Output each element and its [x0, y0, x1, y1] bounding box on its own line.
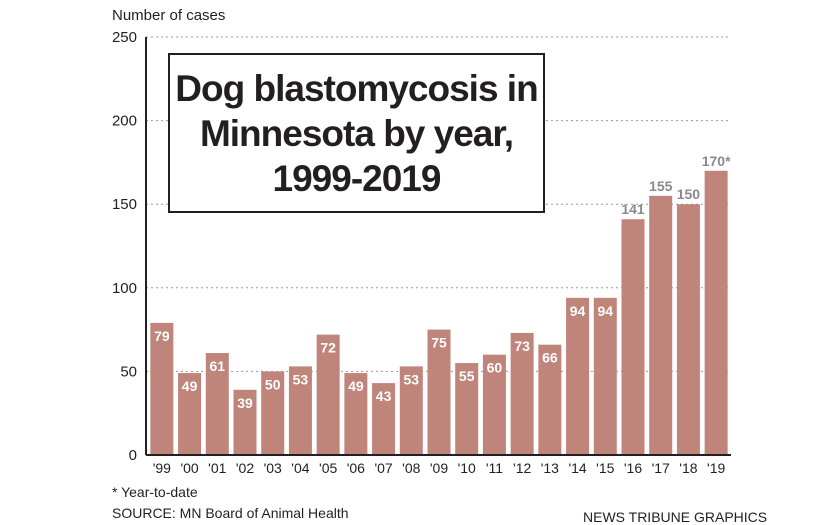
value-label: 55: [459, 368, 475, 384]
value-label: 66: [542, 350, 558, 366]
footnote: * Year-to-date: [112, 484, 198, 500]
bar: [510, 332, 534, 455]
value-label: 49: [182, 378, 198, 394]
y-tick-labels: 0 50 100 150 200 250: [112, 29, 137, 464]
value-label: 94: [570, 303, 586, 319]
bar: [621, 219, 645, 455]
value-label: 75: [431, 335, 447, 351]
x-tick-label: '10: [458, 460, 476, 476]
y-tick-label: 200: [112, 113, 137, 130]
x-tick-label: '00: [180, 460, 198, 476]
bar: [233, 389, 257, 455]
bar: [427, 329, 451, 455]
y-tick-label: 0: [129, 447, 137, 464]
value-label: 155: [649, 178, 673, 194]
chart-title: Dog blastomycosis in Minnesota by year, …: [175, 67, 538, 199]
x-tick-label: '19: [707, 460, 725, 476]
value-label: 141: [621, 201, 645, 217]
bar: [150, 322, 174, 455]
bar: [482, 354, 506, 455]
value-label: 79: [154, 328, 170, 344]
x-tick-label: '12: [513, 460, 531, 476]
bar: [205, 353, 229, 455]
x-tick-label: '08: [402, 460, 420, 476]
x-tick-label: '16: [624, 460, 642, 476]
y-tick-label: 150: [112, 196, 137, 213]
value-label: 150: [677, 186, 701, 202]
y-tick-label: 50: [120, 363, 137, 380]
x-tick-label: '15: [596, 460, 614, 476]
bar: [261, 371, 285, 455]
x-tick-label: '07: [374, 460, 392, 476]
x-tick-label: '17: [652, 460, 670, 476]
bar: [566, 297, 590, 455]
bar: [372, 383, 396, 455]
bars: [150, 170, 728, 455]
bar: [649, 195, 673, 455]
bar: [676, 204, 700, 455]
value-label: 50: [265, 376, 281, 392]
x-tick-label: '11: [486, 460, 503, 476]
bar: [538, 344, 562, 455]
value-label: 72: [320, 340, 336, 356]
y-tick-label: 250: [112, 29, 137, 46]
bar: [704, 170, 728, 455]
bar: [316, 334, 340, 455]
source-note: SOURCE: MN Board of Animal Health: [112, 505, 349, 521]
value-label: 53: [403, 371, 419, 387]
value-labels: 79 49 61 39 50 53 72 49 43 53 75 55 60 73 66 94 94 141155…: [154, 153, 731, 411]
value-label: 43: [376, 388, 392, 404]
y-axis-label: Number of cases: [112, 7, 225, 24]
x-tick-label: '03: [264, 460, 282, 476]
x-tick-label: '99: [153, 460, 171, 476]
y-tick-label: 100: [112, 280, 137, 297]
x-tick-label: '04: [291, 460, 309, 476]
value-label: 49: [348, 378, 364, 394]
x-tick-label: '02: [236, 460, 254, 476]
value-label: 170*: [702, 153, 731, 169]
value-label: 73: [514, 338, 530, 354]
x-tick-label: '06: [347, 460, 365, 476]
value-label: 94: [597, 303, 613, 319]
bar: [344, 373, 368, 455]
bar: [288, 366, 312, 455]
x-tick-label: '18: [679, 460, 697, 476]
x-tick-label: '13: [541, 460, 559, 476]
value-label: 61: [209, 358, 225, 374]
value-label: 60: [487, 360, 503, 376]
value-label: 39: [237, 395, 253, 411]
x-tick-label: '09: [430, 460, 448, 476]
x-tick-label: '14: [568, 460, 586, 476]
chart-title-box: Dog blastomycosis in Minnesota by year, …: [168, 53, 545, 213]
x-tick-label: '01: [208, 460, 226, 476]
x-tick-label: '05: [319, 460, 337, 476]
x-tick-labels: '99 '00 '01 '02 '03 '04 '05 '06 '07 '08 '09 '10 '11 '…: [153, 460, 726, 476]
bar: [455, 363, 479, 455]
bar: [178, 373, 202, 455]
value-label: 53: [293, 371, 309, 387]
bar: [399, 366, 423, 455]
credit-note: NEWS TRIBUNE GRAPHICS: [583, 509, 768, 525]
bar: [593, 297, 617, 455]
